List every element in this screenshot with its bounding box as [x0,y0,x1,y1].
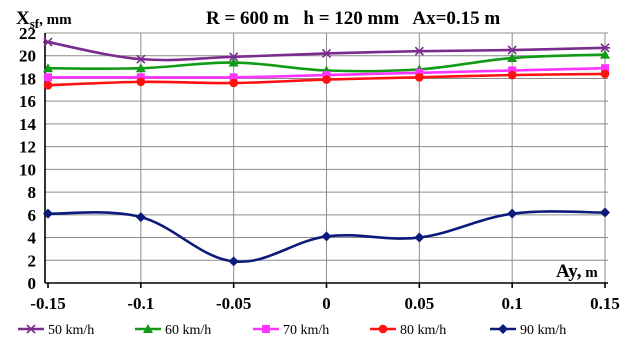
series-50-km-h [43,37,610,64]
legend-marker [262,325,270,333]
y-tick-label: 4 [28,229,37,248]
legend-label: 80 km/h [400,323,446,338]
y-tick-label: 16 [19,92,36,111]
y-tick-label: 18 [19,69,36,88]
y-tick-label: 8 [28,183,37,202]
chart-parameters: R = 600 m h = 120 mm Ax=0.15 m [206,8,500,29]
data-point [508,66,517,75]
data-point [228,256,239,267]
data-point [229,73,238,82]
x-axis-title: Ay, m [556,261,598,282]
data-point [322,75,331,84]
legend-marker [378,324,388,334]
y-tick-label: 22 [19,24,36,43]
data-point [507,45,518,55]
series-70-km-h [44,64,609,82]
data-point [507,70,517,80]
data-point [415,68,424,77]
data-point [43,63,53,73]
x-tick-label: -0.15 [30,294,65,313]
legend-item: 90 km/h [490,323,566,338]
y-axis-title: Xsf, mm [16,8,72,31]
legend-item: 70 km/h [253,323,329,338]
data-point [44,73,52,82]
data-point [600,69,610,79]
y-tick-label: 10 [19,160,36,179]
y-tick-label: 20 [19,47,36,66]
x-tick-label: -0.1 [127,294,154,313]
y-tick-label: 12 [19,138,36,157]
data-point [135,212,146,223]
legend-item: 50 km/h [18,323,94,338]
y-tick-label: 0 [28,274,37,293]
y-tick-label: 14 [19,115,37,134]
x-tick-label: 0.1 [502,294,523,313]
legend-marker [143,324,153,333]
data-point [322,71,331,80]
x-tick-label: 0.15 [590,294,620,313]
data-point [414,46,425,56]
series-90-km-h [43,207,610,267]
data-point [228,52,239,62]
data-point [415,73,424,82]
legend-label: 50 km/h [48,323,94,338]
data-point [228,57,239,67]
y-tick-label: 2 [28,251,37,270]
data-point [321,231,332,242]
legend-item: 60 km/h [135,323,211,338]
data-point [43,208,53,219]
legend-item: 80 km/h [370,323,446,338]
y-tick-label: 6 [28,206,37,225]
data-point [414,232,425,243]
x-tick-label: 0.05 [404,294,434,313]
data-point [135,54,146,64]
data-point [600,43,610,53]
y-tick-labels: 0 2 4 6 8 10 12 14 16 18 20 22 [19,24,37,293]
x-tick-label: 0 [322,294,331,313]
data-point [321,48,332,59]
legend-marker [26,324,36,334]
data-point [600,207,610,218]
data-point [229,78,238,88]
x-tick-labels: -0.15 -0.1 -0.05 0 0.05 0.1 0.15 [30,294,620,313]
data-point [507,53,518,62]
data-point [136,73,145,82]
data-point [601,64,609,73]
series-lines [43,37,610,267]
series-80-km-h [43,69,610,90]
data-point [135,63,146,73]
legend-label: 70 km/h [283,323,329,338]
legend: 50 km/h 60 km/h 70 km/h 80 km/h 90 km/h [18,323,566,338]
legend-marker [498,324,508,334]
x-tick-label: -0.05 [216,294,251,313]
data-point [600,49,610,59]
data-point [43,80,53,90]
data-point [507,208,518,219]
legend-label: 90 km/h [520,323,566,338]
legend-label: 60 km/h [165,323,211,338]
data-point [136,77,146,87]
data-point [43,37,53,47]
